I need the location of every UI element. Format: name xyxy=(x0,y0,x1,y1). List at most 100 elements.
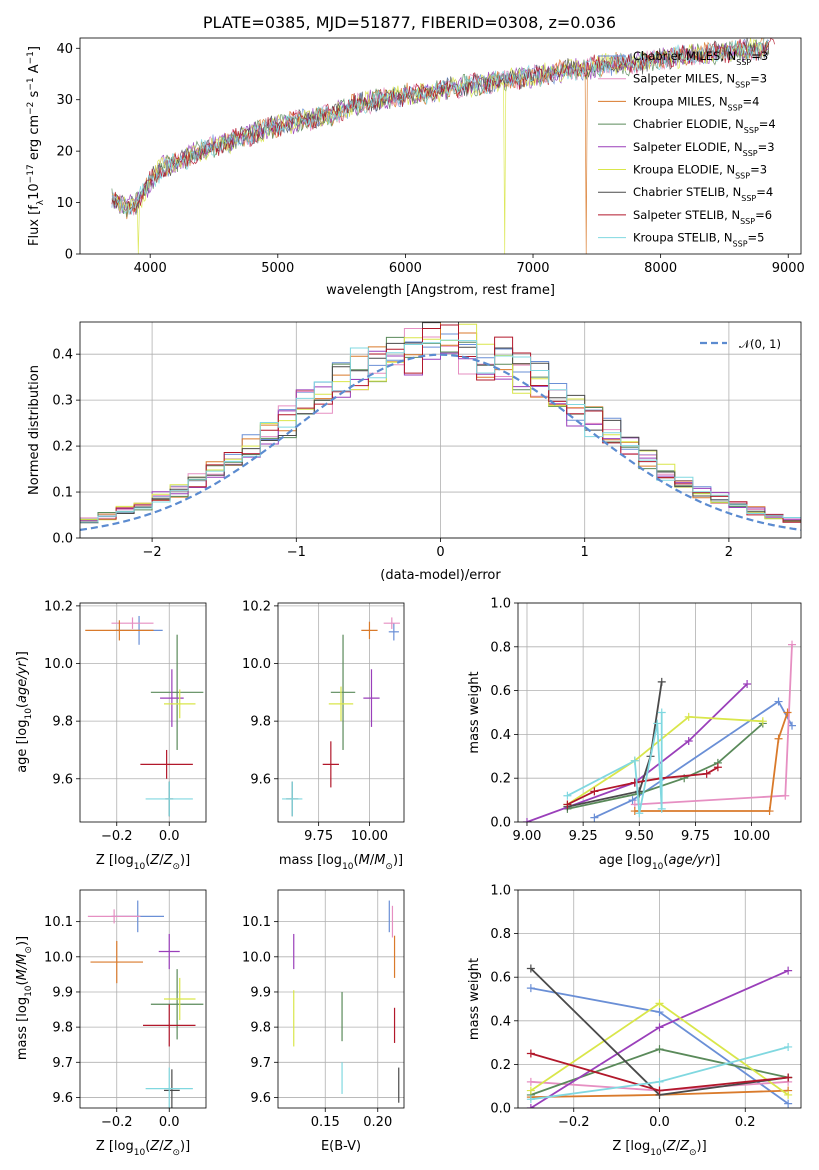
weight-marker xyxy=(526,984,535,993)
y-tick-label: 0.0 xyxy=(52,532,73,547)
weight-marker xyxy=(655,1023,664,1032)
weight-marker xyxy=(563,791,572,800)
histogram-step xyxy=(80,339,801,523)
x-tick-label: −1 xyxy=(287,545,306,560)
plot-area xyxy=(87,900,204,1108)
weight-marker xyxy=(784,966,793,975)
y-tick-label: 0.2 xyxy=(490,772,511,787)
panel-age_vs_Z: −0.2 0.0 9.6 9.8 10.0 10.2 Z [log10(Z/Z⊙)] age … xyxy=(15,599,207,872)
weight-marker xyxy=(590,813,599,822)
weight-marker xyxy=(781,791,790,800)
weight-marker xyxy=(522,818,531,822)
y-tick-label: 0.4 xyxy=(490,728,511,743)
weight-marker xyxy=(630,756,639,765)
x-tick-label: 8000 xyxy=(644,261,677,276)
x-axis-label: Z [log10(Z/Z⊙)] xyxy=(96,853,190,872)
legend-entry: 𝒩(0, 1) xyxy=(739,337,781,351)
y-tick-label: 9.8 xyxy=(52,715,73,730)
weight-marker xyxy=(774,697,783,706)
plot-area xyxy=(522,640,797,822)
weight-marker xyxy=(526,1095,535,1104)
legend-entry: Kroupa MILES, NSSP=4 xyxy=(633,94,759,112)
spectrum-line xyxy=(111,38,770,254)
weight-line xyxy=(567,681,663,808)
weight-marker xyxy=(784,1099,793,1108)
panel-spectrum: 4000 5000 6000 7000 8000 9000 0 10 20 30 40 wavelen… xyxy=(26,37,805,298)
y-tick-label: 0.8 xyxy=(490,927,511,942)
legend-entry: Kroupa ELODIE, NSSP=3 xyxy=(633,163,767,181)
weight-marker xyxy=(635,809,644,818)
x-axis-label: (data-model)/error xyxy=(380,568,501,583)
weight-line xyxy=(567,766,719,806)
x-axis-label: Z [log10(Z/Z⊙)] xyxy=(612,1139,706,1158)
x-tick-label: 9.75 xyxy=(304,829,333,844)
weight-marker xyxy=(655,999,664,1008)
y-axis-label: mass weight xyxy=(467,671,482,753)
y-tick-label: 9.8 xyxy=(250,1021,271,1036)
y-tick-label: 0.4 xyxy=(490,1014,511,1029)
spectrum-line xyxy=(111,38,765,215)
x-tick-label: 0 xyxy=(436,545,444,560)
x-tick-label: −2 xyxy=(143,545,162,560)
panel-weight_vs_Z: −0.2 0.0 0.2 0.0 0.2 0.4 0.6 0.8 1.0 mass weight Z… xyxy=(467,884,802,1158)
x-axis-label: age [log10(age/yr)] xyxy=(599,853,721,872)
x-tick-label: 9.25 xyxy=(569,829,598,844)
x-axis-label: wavelength [Angstrom, rest frame] xyxy=(326,283,555,298)
weight-marker xyxy=(630,807,639,816)
figure-title: PLATE=0385, MJD=51877, FIBERID=0308, z=0… xyxy=(203,13,616,32)
axes-frame xyxy=(277,889,405,1109)
weight-marker xyxy=(655,1077,664,1086)
weight-marker xyxy=(526,964,535,973)
legend-entry: Chabrier STELIB, NSSP=4 xyxy=(633,185,773,203)
axes-frame xyxy=(517,602,802,823)
weight-marker xyxy=(758,717,767,726)
weight-marker xyxy=(590,787,599,796)
weight-marker xyxy=(526,1104,535,1108)
axes-frame xyxy=(517,889,802,1109)
weight-marker xyxy=(526,1049,535,1058)
plot-area xyxy=(293,900,400,1103)
y-tick-label: 0.6 xyxy=(490,971,511,986)
x-tick-label: 6000 xyxy=(389,261,422,276)
y-tick-label: 1.0 xyxy=(490,597,511,612)
axes-frame xyxy=(79,602,207,823)
y-tick-label: 9.8 xyxy=(52,1021,73,1036)
y-tick-label: 0.4 xyxy=(52,348,73,363)
weight-marker xyxy=(657,677,666,686)
axes-frame xyxy=(79,321,802,539)
x-tick-label: 5000 xyxy=(261,261,294,276)
panel-mass_vs_ebv: 0.15 0.20 9.6 9.7 9.8 9.9 10.0 10.1 E(B-V) xyxy=(242,889,405,1154)
weight-marker xyxy=(743,680,752,689)
x-tick-label: 9.00 xyxy=(513,829,542,844)
plot-area xyxy=(85,615,204,817)
y-axis-label: Normed distribution xyxy=(27,365,42,495)
x-tick-label: 10.00 xyxy=(733,829,770,844)
y-tick-label: 0.0 xyxy=(490,1102,511,1117)
y-tick-label: 9.6 xyxy=(250,1091,271,1106)
plot-area xyxy=(80,322,801,531)
x-tick-label: −0.2 xyxy=(101,1115,133,1130)
spectrum-line xyxy=(111,38,770,215)
y-tick-label: 0.8 xyxy=(490,640,511,655)
x-axis-label: mass [log10(M/M⊙)] xyxy=(279,853,403,872)
y-tick-label: 10.1 xyxy=(44,915,73,930)
axes-frame xyxy=(79,889,207,1109)
x-tick-label: 0.0 xyxy=(159,829,180,844)
y-tick-label: 10.2 xyxy=(44,599,73,614)
y-tick-label: 10 xyxy=(56,196,73,211)
y-tick-label: 10.0 xyxy=(242,950,271,965)
panel-weight_vs_age: 9.00 9.25 9.50 9.75 10.00 0.0 0.2 0.4 0.6 0.8 1.0 m… xyxy=(467,597,802,872)
weight-marker xyxy=(765,807,774,816)
x-tick-label: 2 xyxy=(725,545,733,560)
weight-marker xyxy=(788,640,797,649)
y-tick-label: 9.7 xyxy=(52,1056,73,1071)
weight-marker xyxy=(526,1077,535,1086)
weight-line xyxy=(566,712,663,814)
weight-marker xyxy=(788,721,797,730)
y-tick-label: 9.6 xyxy=(52,1091,73,1106)
legend-entry: Salpeter ELODIE, NSSP=3 xyxy=(633,140,775,158)
x-tick-label: 7000 xyxy=(516,261,549,276)
y-tick-label: 30 xyxy=(56,93,73,108)
x-tick-label: 1 xyxy=(581,545,589,560)
